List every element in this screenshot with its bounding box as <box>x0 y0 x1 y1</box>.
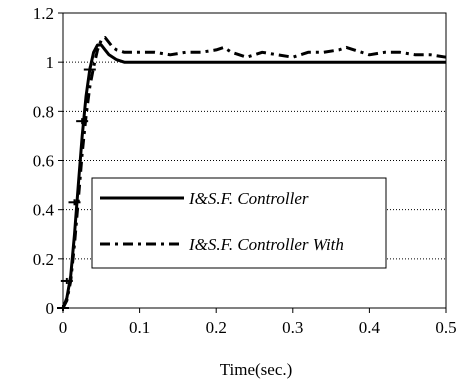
y-tick-label: 1 <box>46 53 55 72</box>
legend-box <box>91 177 387 269</box>
x-axis-ticks: 0 0.1 0.2 0.3 0.4 0.5 <box>59 308 457 337</box>
x-tick-label: 0.2 <box>206 318 227 337</box>
y-tick-label: 0 <box>46 299 55 318</box>
legend-label-solid: I&S.F. Controller <box>188 189 309 208</box>
series-line-dashed <box>61 36 447 309</box>
legend: I&S.F. Controller I&S.F. Controller With <box>91 177 387 269</box>
legend-label-dashed: I&S.F. Controller With <box>188 235 344 254</box>
x-tick-label: 0.3 <box>282 318 303 337</box>
x-axis-title: Time(sec.) <box>220 360 293 379</box>
y-axis-ticks: 0 0.2 0.4 0.6 0.8 1 1.2 <box>33 4 63 318</box>
y-tick-label: 0.8 <box>33 102 54 121</box>
series-markers <box>57 66 96 311</box>
x-tick-label: 0.5 <box>435 318 456 337</box>
series-line-solid <box>61 43 446 309</box>
x-tick-label: 0.1 <box>129 318 150 337</box>
x-tick-label: 0.4 <box>359 318 381 337</box>
x-tick-label: 0 <box>59 318 68 337</box>
series-lines <box>61 36 447 309</box>
y-tick-label: 0.2 <box>33 250 54 269</box>
y-tick-label: 0.6 <box>33 152 54 171</box>
y-tick-label: 0.4 <box>33 201 55 220</box>
y-tick-label: 1.2 <box>33 4 54 23</box>
